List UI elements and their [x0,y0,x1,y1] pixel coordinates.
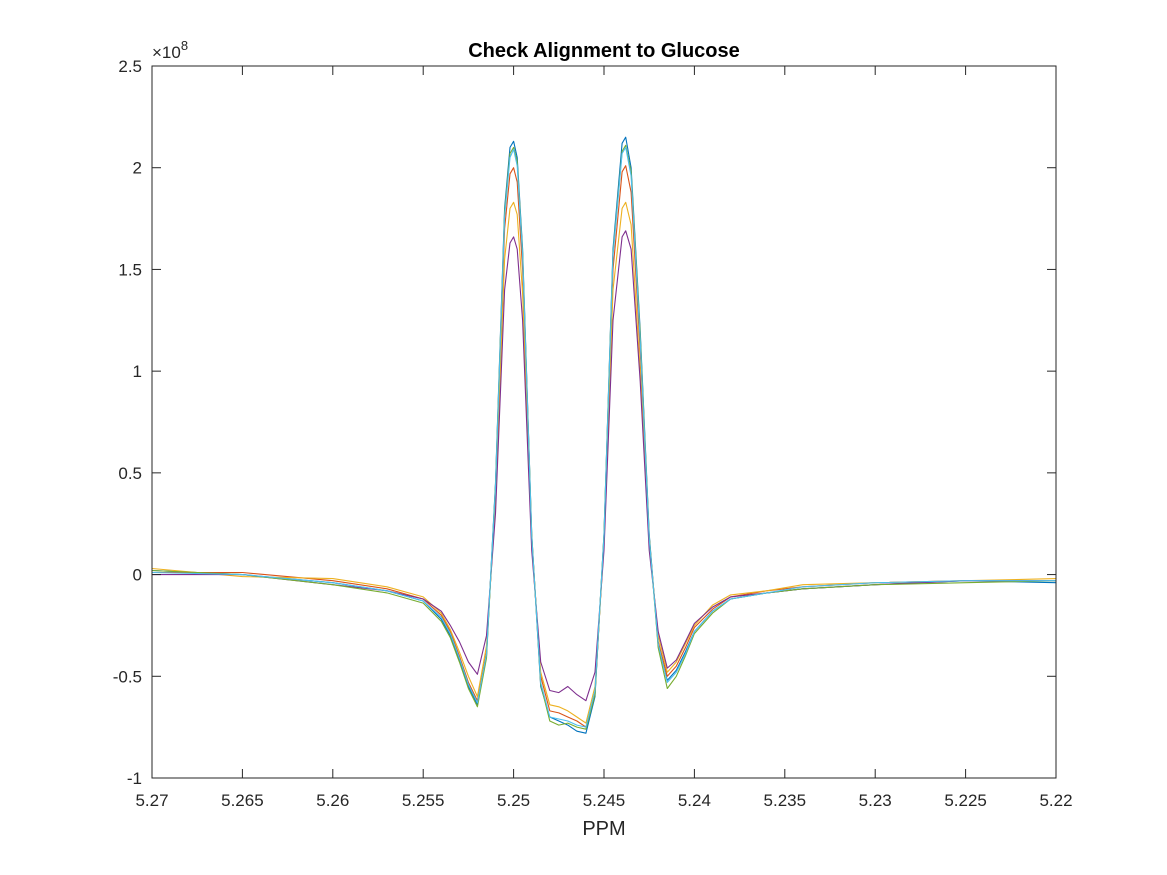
y-tick-label-2: 0 [133,566,142,585]
x-tick-label-8: 5.23 [859,791,892,810]
x-tick-label-1: 5.265 [221,791,264,810]
series-line-5 [151,144,1057,730]
y-axis-exponent-power: 8 [181,38,188,53]
x-tick-label-2: 5.26 [316,791,349,810]
y-axis-exponent-base: ×10 [152,43,181,62]
x-tick-label-9: 5.225 [944,791,987,810]
x-tick-label-4: 5.25 [497,791,530,810]
y-axis-ticks: -1 -0.5 0 0.5 1 1.5 2 2.5 [113,57,1056,788]
series-layer [151,136,1057,734]
series-line-2 [152,165,1056,728]
y-axis-exponent: ×108 [152,38,188,62]
series-line-3 [151,201,1057,724]
plot-area-background [152,66,1056,778]
x-axis-label: PPM [582,818,625,840]
x-tick-label-3: 5.255 [402,791,445,810]
y-tick-label-6: 2 [133,159,142,178]
series-line-4 [152,230,1056,702]
y-tick-label-4: 1 [133,362,142,381]
chart-title: Check Alignment to Glucose [468,40,740,62]
x-tick-label-10: 5.22 [1039,791,1072,810]
y-tick-label-0: -1 [127,769,142,788]
x-tick-label-5: 5.245 [583,791,626,810]
y-tick-label-5: 1.5 [118,260,142,279]
y-tick-label-7: 2.5 [118,57,142,76]
y-tick-label-3: 0.5 [118,464,142,483]
series-line-6 [151,146,1056,728]
y-tick-label-1: -0.5 [113,667,142,686]
x-tick-label-7: 5.235 [764,791,807,810]
x-axis-ticks: 5.27 5.265 5.26 5.255 5.25 5.245 5.24 5.235 5.23… [135,66,1073,810]
x-tick-label-0: 5.27 [135,791,168,810]
x-tick-label-6: 5.24 [678,791,711,810]
